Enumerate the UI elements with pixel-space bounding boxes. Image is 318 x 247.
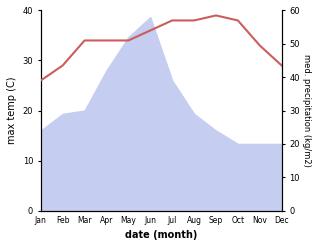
Y-axis label: max temp (C): max temp (C): [7, 77, 17, 144]
Y-axis label: med. precipitation (kg/m2): med. precipitation (kg/m2): [302, 54, 311, 167]
X-axis label: date (month): date (month): [125, 230, 197, 240]
